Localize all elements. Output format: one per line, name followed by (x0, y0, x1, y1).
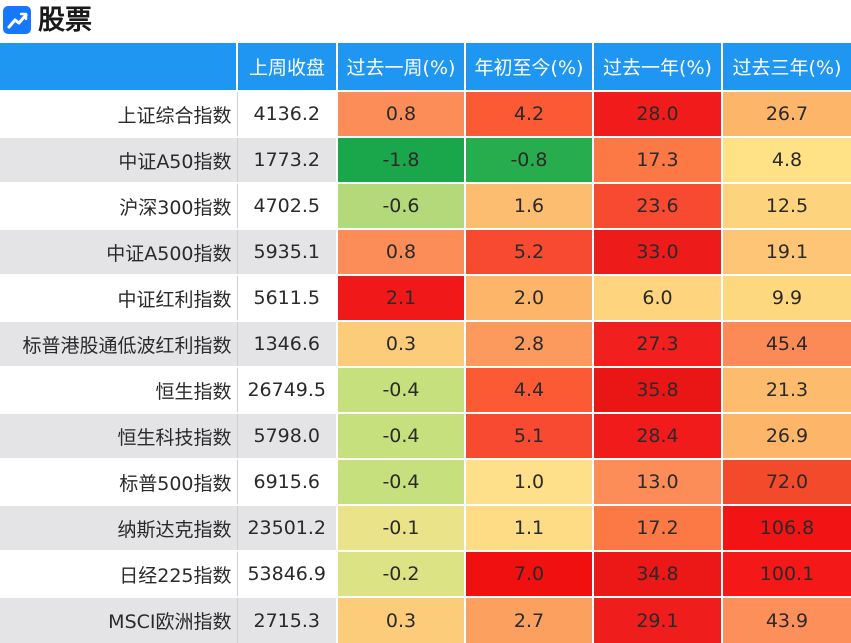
cell-ytd: 4.2 (464, 90, 593, 137)
cell-ytd: -0.8 (464, 136, 593, 183)
cell-past-three-years: 21.3 (721, 366, 851, 413)
index-name: 中证A50指数 (0, 136, 238, 183)
index-name: 上证综合指数 (0, 90, 238, 137)
table-row: 沪深300指数 4702.5 -0.6 1.6 23.6 12.5 (0, 182, 851, 229)
cell-past-year: 29.1 (592, 596, 722, 643)
cell-past-three-years: 12.5 (721, 182, 851, 229)
cell-past-year: 6.0 (592, 274, 722, 321)
table-row: 纳斯达克指数 23501.2 -0.1 1.1 17.2 106.8 (0, 504, 851, 551)
table-row: 标普港股通低波红利指数 1346.6 0.3 2.8 27.3 45.4 (0, 320, 851, 367)
cell-ytd: 1.1 (464, 504, 593, 551)
cell-past-week: -0.4 (336, 366, 465, 413)
cell-last-close: 2715.3 (237, 596, 338, 643)
index-name: 日经225指数 (0, 550, 238, 597)
cell-ytd: 7.0 (464, 550, 593, 597)
cell-past-week: -0.6 (336, 182, 465, 229)
cell-past-year: 13.0 (592, 458, 722, 505)
table-row: MSCI欧洲指数 2715.3 0.3 2.7 29.1 43.9 (0, 596, 851, 643)
table-row: 恒生科技指数 5798.0 -0.4 5.1 28.4 26.9 (0, 412, 851, 459)
cell-past-year: 27.3 (592, 320, 722, 367)
cell-past-three-years: 26.9 (721, 412, 851, 459)
table-row: 中证A500指数 5935.1 0.8 5.2 33.0 19.1 (0, 228, 851, 275)
cell-past-three-years: 100.1 (721, 550, 851, 597)
cell-ytd: 2.8 (464, 320, 593, 367)
page-title: 股票 (38, 5, 92, 36)
cell-past-year: 28.0 (592, 90, 722, 137)
cell-ytd: 1.6 (464, 182, 593, 229)
cell-last-close: 26749.5 (237, 366, 338, 413)
table-row: 中证红利指数 5611.5 2.1 2.0 6.0 9.9 (0, 274, 851, 321)
cell-past-year: 28.4 (592, 412, 722, 459)
cell-past-year: 35.8 (592, 366, 722, 413)
cell-last-close: 23501.2 (237, 504, 338, 551)
cell-last-close: 4702.5 (237, 182, 338, 229)
cell-past-week: -0.4 (336, 412, 465, 459)
cell-past-three-years: 26.7 (721, 90, 851, 137)
table-header-row: 上周收盘 过去一周(%) 年初至今(%) 过去一年(%) 过去三年(%) (0, 43, 851, 91)
cell-last-close: 1773.2 (237, 136, 338, 183)
cell-past-year: 17.3 (592, 136, 722, 183)
cell-past-three-years: 106.8 (721, 504, 851, 551)
cell-past-three-years: 9.9 (721, 274, 851, 321)
index-name: 标普500指数 (0, 458, 238, 505)
cell-past-week: 2.1 (336, 274, 465, 321)
index-name: MSCI欧洲指数 (0, 596, 238, 643)
header-ytd: 年初至今(%) (464, 43, 593, 91)
index-name: 标普港股通低波红利指数 (0, 320, 238, 367)
table-row: 恒生指数 26749.5 -0.4 4.4 35.8 21.3 (0, 366, 851, 413)
page-header: 股票 (0, 0, 851, 42)
index-name: 纳斯达克指数 (0, 504, 238, 551)
header-past-year: 过去一年(%) (592, 43, 722, 91)
index-name: 沪深300指数 (0, 182, 238, 229)
cell-past-week: -0.2 (336, 550, 465, 597)
cell-past-three-years: 45.4 (721, 320, 851, 367)
cell-past-year: 33.0 (592, 228, 722, 275)
cell-ytd: 4.4 (464, 366, 593, 413)
cell-past-week: 0.8 (336, 90, 465, 137)
cell-past-year: 17.2 (592, 504, 722, 551)
cell-ytd: 5.2 (464, 228, 593, 275)
header-corner (0, 43, 237, 91)
cell-past-week: 0.3 (336, 596, 465, 643)
cell-past-three-years: 43.9 (721, 596, 851, 643)
index-name: 恒生科技指数 (0, 412, 238, 459)
cell-ytd: 5.1 (464, 412, 593, 459)
header-past-three-years: 过去三年(%) (721, 43, 851, 91)
index-name: 恒生指数 (0, 366, 238, 413)
table-row: 标普500指数 6915.6 -0.4 1.0 13.0 72.0 (0, 458, 851, 505)
cell-last-close: 5798.0 (237, 412, 338, 459)
cell-ytd: 2.7 (464, 596, 593, 643)
cell-past-three-years: 19.1 (721, 228, 851, 275)
table-row: 日经225指数 53846.9 -0.2 7.0 34.8 100.1 (0, 550, 851, 597)
table-row: 上证综合指数 4136.2 0.8 4.2 28.0 26.7 (0, 90, 851, 137)
cell-last-close: 4136.2 (237, 90, 338, 137)
cell-past-year: 23.6 (592, 182, 722, 229)
stock-index-table: 上周收盘 过去一周(%) 年初至今(%) 过去一年(%) 过去三年(%) 上证综… (0, 43, 851, 643)
cell-last-close: 6915.6 (237, 458, 338, 505)
cell-last-close: 1346.6 (237, 320, 338, 367)
cell-past-three-years: 4.8 (721, 136, 851, 183)
header-last-close: 上周收盘 (236, 43, 337, 91)
cell-past-year: 34.8 (592, 550, 722, 597)
cell-past-week: -1.8 (336, 136, 465, 183)
index-name: 中证红利指数 (0, 274, 238, 321)
cell-last-close: 5935.1 (237, 228, 338, 275)
cell-past-week: 0.3 (336, 320, 465, 367)
index-name: 中证A500指数 (0, 228, 238, 275)
cell-past-week: -0.1 (336, 504, 465, 551)
cell-past-three-years: 72.0 (721, 458, 851, 505)
cell-ytd: 1.0 (464, 458, 593, 505)
trend-chart-icon (3, 6, 31, 34)
table-row: 中证A50指数 1773.2 -1.8 -0.8 17.3 4.8 (0, 136, 851, 183)
cell-last-close: 53846.9 (237, 550, 338, 597)
header-past-week: 过去一周(%) (336, 43, 465, 91)
cell-past-week: -0.4 (336, 458, 465, 505)
cell-last-close: 5611.5 (237, 274, 338, 321)
cell-ytd: 2.0 (464, 274, 593, 321)
cell-past-week: 0.8 (336, 228, 465, 275)
